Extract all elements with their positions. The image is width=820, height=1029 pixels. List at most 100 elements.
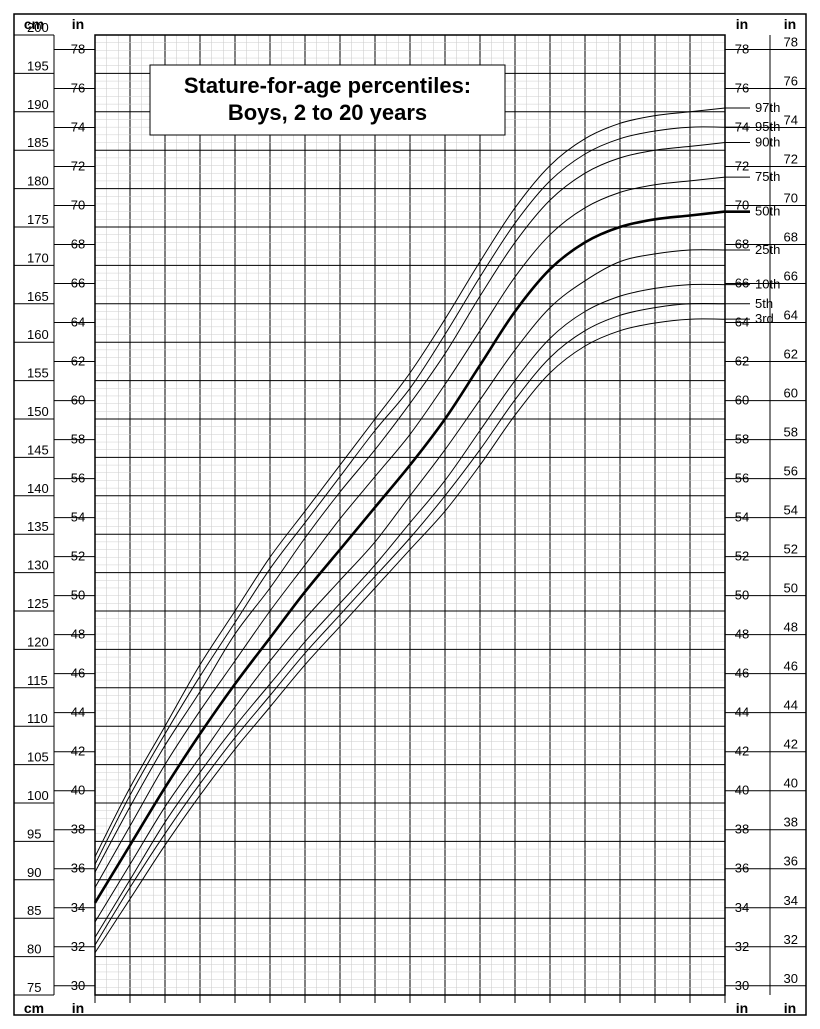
cm-tick-label: 165 — [27, 289, 49, 304]
in-tick-label-right-outer: 66 — [784, 269, 798, 284]
cm-tick-label: 140 — [27, 481, 49, 496]
cm-tick-label: 190 — [27, 97, 49, 112]
in-tick-label-right-inner: 64 — [735, 315, 749, 330]
unit-label: in — [784, 16, 796, 32]
growth-chart: 7580859095100105110115120125130135140145… — [0, 0, 820, 1029]
in-tick-label-right-outer: 42 — [784, 737, 798, 752]
cm-tick-label: 180 — [27, 174, 49, 189]
cm-tick-label: 160 — [27, 327, 49, 342]
unit-label: in — [784, 1000, 796, 1016]
in-tick-label-right-inner: 70 — [735, 197, 749, 212]
in-tick-label-right-outer: 58 — [784, 425, 798, 440]
in-tick-label-left: 38 — [71, 822, 85, 837]
in-tick-label-right-outer: 60 — [784, 386, 798, 401]
cm-tick-label: 150 — [27, 404, 49, 419]
in-tick-label-left: 60 — [71, 393, 85, 408]
in-tick-label-right-outer: 40 — [784, 776, 798, 791]
cm-tick-label: 195 — [27, 58, 49, 73]
in-tick-label-right-inner: 34 — [735, 900, 749, 915]
in-tick-label-right-inner: 42 — [735, 744, 749, 759]
in-tick-label-right-outer: 30 — [784, 971, 798, 986]
in-tick-label-left: 44 — [71, 705, 85, 720]
cm-tick-label: 175 — [27, 212, 49, 227]
in-tick-label-left: 74 — [71, 119, 85, 134]
in-tick-label-left: 54 — [71, 510, 85, 525]
in-tick-label-right-inner: 46 — [735, 666, 749, 681]
in-tick-label-right-inner: 62 — [735, 354, 749, 369]
in-tick-label-right-inner: 72 — [735, 158, 749, 173]
in-tick-label-right-inner: 50 — [735, 588, 749, 603]
in-tick-label-right-inner: 76 — [735, 80, 749, 95]
in-tick-label-left: 64 — [71, 315, 85, 330]
in-tick-label-right-outer: 46 — [784, 659, 798, 674]
cm-tick-label: 115 — [27, 673, 48, 688]
in-tick-label-right-outer: 38 — [784, 815, 798, 830]
in-tick-label-left: 76 — [71, 80, 85, 95]
chart-title: Stature-for-age percentiles:Boys, 2 to 2… — [150, 65, 505, 135]
in-tick-label-right-inner: 60 — [735, 393, 749, 408]
cm-tick-label: 80 — [27, 942, 41, 957]
unit-label: cm — [24, 16, 44, 32]
in-tick-label-right-outer: 54 — [784, 503, 798, 518]
cm-tick-label: 95 — [27, 826, 41, 841]
cm-tick-label: 130 — [27, 558, 49, 573]
in-tick-label-right-inner: 48 — [735, 627, 749, 642]
unit-label: in — [736, 1000, 748, 1016]
unit-label: in — [736, 16, 748, 32]
cm-tick-label: 100 — [27, 788, 49, 803]
in-tick-label-right-outer: 50 — [784, 581, 798, 596]
in-tick-label-left: 56 — [71, 471, 85, 486]
in-tick-label-left: 36 — [71, 861, 85, 876]
in-tick-label-left: 50 — [71, 588, 85, 603]
percentile-label: 95th — [755, 119, 780, 134]
title-line-1: Stature-for-age percentiles: — [184, 73, 471, 98]
cm-tick-label: 125 — [27, 596, 49, 611]
in-tick-label-right-outer: 74 — [784, 112, 798, 127]
in-tick-label-right-inner: 40 — [735, 783, 749, 798]
in-tick-label-right-outer: 62 — [784, 347, 798, 362]
in-tick-label-right-inner: 52 — [735, 549, 749, 564]
in-tick-label-right-outer: 44 — [784, 698, 798, 713]
in-tick-label-left: 78 — [71, 41, 85, 56]
in-tick-label-right-inner: 36 — [735, 861, 749, 876]
in-tick-label-left: 42 — [71, 744, 85, 759]
in-tick-label-left: 30 — [71, 978, 85, 993]
title-line-2: Boys, 2 to 20 years — [228, 100, 427, 125]
in-tick-label-right-inner: 58 — [735, 432, 749, 447]
in-tick-label-left: 34 — [71, 900, 85, 915]
in-tick-label-left: 32 — [71, 939, 85, 954]
cm-tick-label: 105 — [27, 750, 49, 765]
cm-tick-label: 90 — [27, 865, 41, 880]
in-tick-label-right-outer: 34 — [784, 893, 798, 908]
percentile-label: 50th — [755, 204, 780, 219]
percentile-label: 97th — [755, 100, 780, 115]
in-tick-label-right-inner: 68 — [735, 237, 749, 252]
percentile-label: 90th — [755, 135, 780, 150]
in-tick-label-right-inner: 44 — [735, 705, 749, 720]
cm-tick-label: 185 — [27, 135, 49, 150]
cm-tick-label: 75 — [27, 980, 41, 995]
in-tick-label-left: 48 — [71, 627, 85, 642]
in-tick-label-right-inner: 54 — [735, 510, 749, 525]
cm-tick-label: 85 — [27, 903, 41, 918]
in-tick-label-right-inner: 78 — [735, 41, 749, 56]
in-tick-label-left: 40 — [71, 783, 85, 798]
cm-tick-label: 135 — [27, 519, 49, 534]
cm-tick-label: 145 — [27, 442, 49, 457]
in-tick-label-right-outer: 64 — [784, 308, 798, 323]
percentile-label: 3rd — [755, 311, 774, 326]
percentile-label: 5th — [755, 296, 773, 311]
in-tick-label-right-outer: 76 — [784, 73, 798, 88]
percentile-label: 75th — [755, 169, 780, 184]
in-tick-label-right-outer: 52 — [784, 542, 798, 557]
cm-tick-label: 170 — [27, 250, 49, 265]
in-tick-label-left: 62 — [71, 354, 85, 369]
cm-tick-label: 110 — [27, 711, 48, 726]
unit-label: in — [72, 1000, 84, 1016]
in-tick-label-right-outer: 48 — [784, 620, 798, 635]
in-tick-label-left: 66 — [71, 276, 85, 291]
unit-label: in — [72, 16, 84, 32]
in-tick-label-left: 68 — [71, 237, 85, 252]
unit-label: cm — [24, 1000, 44, 1016]
in-tick-label-left: 58 — [71, 432, 85, 447]
